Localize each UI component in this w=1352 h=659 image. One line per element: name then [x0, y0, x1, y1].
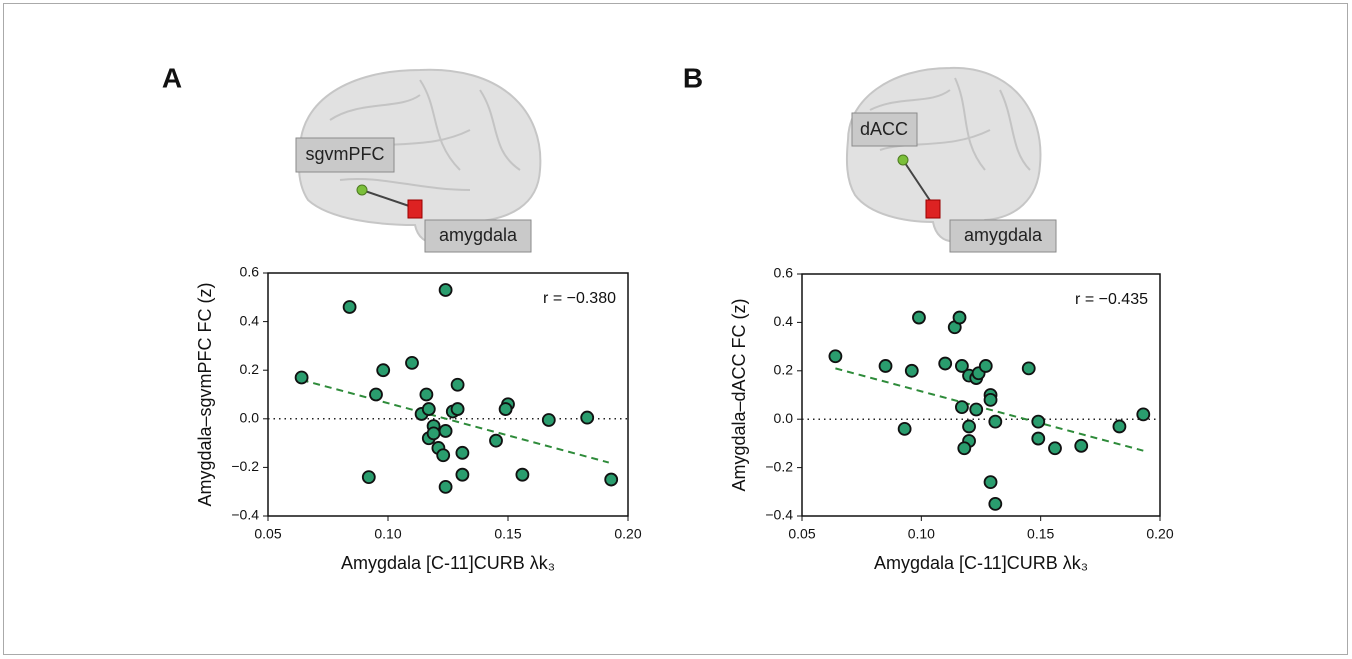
y-tick-label: 0.0: [240, 410, 260, 426]
point: [405, 356, 419, 370]
point: [450, 377, 465, 392]
point: [498, 402, 513, 416]
annotation: r = −0.435: [1075, 291, 1148, 308]
point: [294, 370, 309, 385]
point: [361, 470, 376, 485]
point: [1112, 419, 1127, 434]
point: [450, 402, 465, 416]
trend-line: [835, 367, 1144, 452]
point: [912, 310, 926, 325]
plot-frame: [801, 273, 1161, 517]
point: [978, 359, 993, 373]
point: [455, 445, 470, 460]
point: [957, 441, 972, 456]
point: [878, 359, 893, 373]
brain-b: [845, 66, 1057, 253]
point: [369, 387, 383, 402]
region-label: amygdala: [964, 225, 1043, 245]
x-tick-label: 0.15: [1027, 526, 1054, 542]
point: [436, 448, 451, 463]
point: [955, 400, 969, 415]
point: [988, 496, 1003, 511]
region-label: amygdala: [439, 225, 518, 245]
point: [962, 419, 976, 434]
point: [541, 413, 556, 427]
point: [828, 349, 843, 364]
x-axis-label: Amygdala [C-11]CURB λk₃: [874, 553, 1088, 573]
annotation: r = −0.380: [543, 290, 616, 307]
y-tick-label: 0.2: [774, 362, 794, 378]
y-axis-label: Amygdala–dACC FC (z): [729, 298, 749, 491]
point: [938, 356, 953, 371]
point: [419, 387, 434, 402]
panel-label: B: [683, 62, 703, 93]
trend-line: [301, 378, 610, 464]
x-tick-label: 0.10: [374, 526, 401, 542]
point: [342, 300, 357, 314]
y-tick-label: −0.2: [765, 458, 793, 474]
point: [897, 421, 912, 436]
point: [952, 310, 967, 325]
point: [983, 392, 998, 407]
x-tick-label: 0.15: [494, 526, 521, 542]
x-tick-label: 0.05: [788, 526, 815, 542]
point: [983, 475, 998, 490]
frame: [3, 3, 1348, 655]
point: [1048, 441, 1062, 456]
x-tick-label: 0.10: [908, 526, 935, 542]
point: [376, 363, 391, 378]
point: [580, 410, 595, 425]
point: [426, 426, 441, 441]
y-tick-label: 0.6: [774, 265, 794, 281]
y-tick-label: −0.4: [231, 507, 259, 523]
point: [515, 467, 530, 482]
y-tick-label: 0.4: [240, 312, 260, 328]
point: [1031, 414, 1046, 429]
point: [1136, 407, 1151, 422]
point: [438, 283, 453, 297]
point: [1031, 431, 1046, 446]
y-tick-label: −0.4: [765, 507, 793, 523]
point: [1074, 438, 1089, 453]
y-tick-label: 0.6: [240, 264, 260, 280]
region-label: sgvmPFC: [305, 144, 384, 164]
y-tick-label: 0.4: [774, 313, 794, 329]
x-tick-label: 0.20: [1146, 526, 1173, 542]
plot-frame: [267, 272, 629, 517]
x-axis-label: Amygdala [C-11]CURB λk₃: [341, 553, 555, 573]
point: [1021, 361, 1036, 376]
point: [455, 467, 470, 482]
point: [438, 479, 453, 494]
region-label: dACC: [860, 119, 908, 139]
y-tick-label: 0.2: [240, 361, 260, 377]
point: [969, 402, 984, 417]
y-axis-label: Amygdala–sgvmPFC FC (z): [195, 282, 215, 506]
y-tick-label: 0.0: [774, 410, 794, 426]
point: [421, 402, 436, 416]
point: [604, 472, 619, 487]
point: [904, 363, 919, 378]
panel-label: A: [162, 62, 182, 93]
point: [988, 414, 1003, 429]
point: [955, 359, 969, 373]
x-tick-label: 0.20: [614, 526, 641, 542]
point: [489, 433, 503, 448]
point: [438, 424, 453, 438]
brain-a: [295, 68, 542, 253]
y-tick-label: −0.2: [231, 458, 259, 474]
x-tick-label: 0.05: [254, 526, 281, 542]
